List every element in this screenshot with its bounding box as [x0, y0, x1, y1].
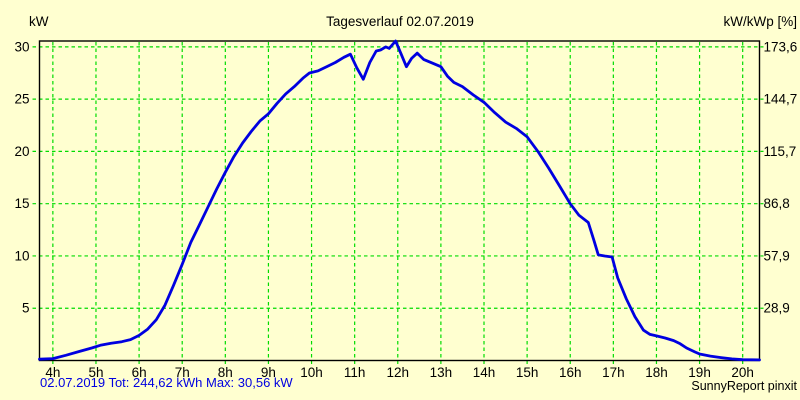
x-axis-tick-label: 10h: [300, 365, 323, 380]
chart-title: Tagesverlauf 02.07.2019: [326, 14, 474, 29]
x-axis-tick-label: 15h: [516, 365, 539, 380]
footer-summary-totals: 02.07.2019 Tot: 244,62 kWh Max: 30,56 kW: [40, 375, 293, 390]
x-axis-tick-label: 8h: [218, 365, 233, 380]
y-axis-tick-label-right: 115,7: [764, 144, 797, 159]
y-axis-tick-label-right: 86,8: [764, 196, 790, 211]
y-axis-tick-label-right: 173,6: [764, 39, 798, 54]
x-axis-tick-label: 17h: [602, 365, 625, 380]
x-axis-tick-label: 13h: [430, 365, 453, 380]
x-axis-tick-label: 12h: [387, 365, 410, 380]
y-axis-tick-label-left: 5: [22, 301, 30, 316]
x-axis-tick-label: 18h: [645, 365, 668, 380]
y-axis-tick-label-right: 144,7: [764, 92, 798, 107]
right-axis-unit-label: kW/kWp [%]: [723, 14, 798, 29]
y-axis-tick-label-left: 10: [14, 248, 29, 263]
x-axis-tick-label: 11h: [344, 365, 366, 380]
y-axis-tick-label-right: 28,9: [764, 301, 790, 316]
y-axis-tick-label-left: 20: [14, 144, 29, 159]
power-curve: [38, 39, 761, 362]
left-axis-unit-label: kW: [29, 14, 49, 29]
x-axis-tick-label: 14h: [473, 365, 496, 380]
x-axis-tick-label: 5h: [88, 365, 103, 380]
plot-border: [38, 40, 761, 362]
x-axis-tick-label: 20h: [731, 365, 754, 380]
x-axis-tick-label: 19h: [688, 365, 711, 380]
x-axis-tick-label: 16h: [559, 365, 582, 380]
y-axis-tick-label-left: 30: [14, 39, 29, 54]
footer-credit: SunnyReport pinxit: [691, 379, 797, 393]
x-axis-tick-label: 9h: [261, 365, 276, 380]
x-axis-tick-label: 7h: [175, 365, 190, 380]
x-axis-tick-label: 4h: [45, 365, 60, 380]
y-axis-tick-label-left: 25: [14, 92, 29, 107]
y-axis-tick-label-right: 57,9: [764, 248, 790, 263]
y-axis-tick-label-left: 15: [14, 196, 29, 211]
x-axis-tick-label: 6h: [132, 365, 147, 380]
